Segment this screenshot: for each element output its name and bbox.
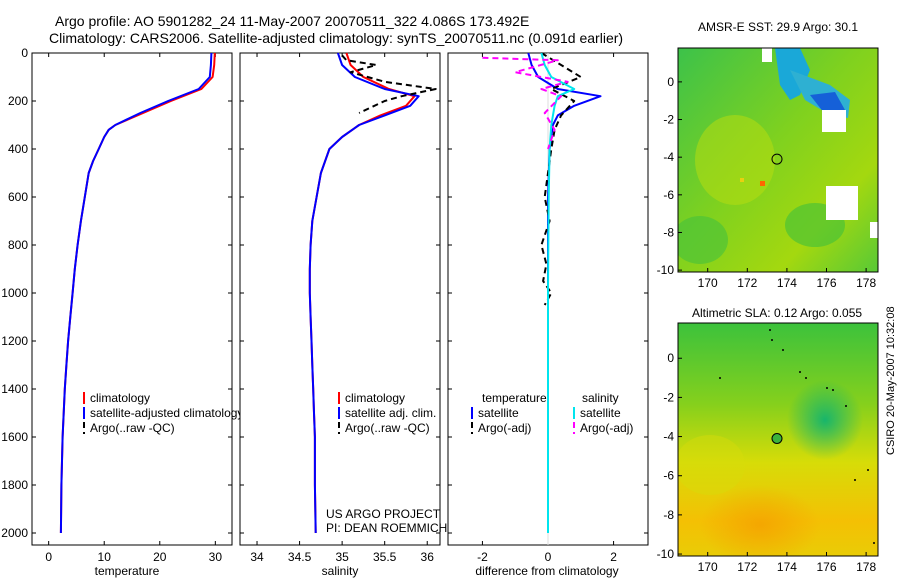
y-tick-label: 1000 <box>1 286 28 300</box>
pi-annotation: PI: DEAN ROEMMICH <box>326 521 447 535</box>
x-tick-label: 172 <box>737 276 757 290</box>
y-tick-label: -6 <box>663 469 674 483</box>
sst-map-title: AMSR-E SST: 29.9 Argo: 30.1 <box>698 20 858 34</box>
y-tick-label: -10 <box>657 263 675 277</box>
y-tick-label: -6 <box>663 188 674 202</box>
argo-float-marker <box>771 153 783 165</box>
temperature-axes-frame <box>31 52 233 546</box>
sst-field <box>678 48 878 272</box>
legend-label: Argo(..raw -QC) <box>345 421 430 435</box>
argo-float-marker <box>771 433 783 444</box>
legend-label: climatology <box>90 391 150 405</box>
sla-map-frame <box>677 322 879 557</box>
legend-group-title: temperature <box>482 391 547 405</box>
legend-label: satellite <box>580 406 621 420</box>
y-tick-label: 1800 <box>1 478 28 492</box>
x-tick-label: 0 <box>545 550 552 564</box>
y-tick-label: 1600 <box>1 430 28 444</box>
x-tick-label: 174 <box>777 276 797 290</box>
difference-profile-panel: difference from climatology temperatures… <box>447 52 649 578</box>
x-tick-label: 30 <box>209 550 223 564</box>
figure-title-line1: Argo profile: AO 5901282_24 11-May-2007 … <box>55 13 529 29</box>
legend-label: satellite adj. clim. <box>345 406 436 420</box>
project-annotation: US ARGO PROJECT <box>326 507 441 521</box>
y-tick-label: -2 <box>663 390 674 404</box>
sla-map-title: Altimetric SLA: 0.12 Argo: 0.055 <box>692 306 862 320</box>
x-tick-label: 174 <box>777 560 797 574</box>
x-tick-label: 178 <box>856 276 876 290</box>
legend-label: Argo(..raw -QC) <box>90 421 175 435</box>
sla-map-panel: Altimetric SLA: 0.12 Argo: 0.055 170 172 1… <box>657 306 879 574</box>
series-line-satellite-adjusted-climatology <box>59 52 213 534</box>
legend-label: climatology <box>345 391 405 405</box>
salinity-profile-panel: salinity US ARGO PROJECT PI: DEAN ROEMMI… <box>239 52 447 578</box>
salinity-axes-frame <box>239 52 441 546</box>
sst-map-panel: AMSR-E SST: 29.9 Argo: 30.1 170 172 174 176… <box>657 20 879 290</box>
x-tick-label: 178 <box>856 560 876 574</box>
y-tick-label: 0 <box>667 351 674 365</box>
x-tick-label: 172 <box>737 560 757 574</box>
temperature-profile-panel: temperature climatologysatellite-adjuste… <box>1 46 243 578</box>
y-tick-label: 200 <box>8 94 28 108</box>
y-tick-label: 600 <box>8 190 28 204</box>
x-tick-label: 34 <box>250 550 264 564</box>
x-tick-label: 35.5 <box>373 550 397 564</box>
series-line-satellite <box>540 52 576 533</box>
x-tick-label: 35 <box>335 550 349 564</box>
legend-label: Argo(-adj) <box>478 421 531 435</box>
x-tick-label: 170 <box>698 560 718 574</box>
x-tick-label: 10 <box>98 550 112 564</box>
y-tick-label: -4 <box>663 150 674 164</box>
difference-legend: temperaturesatelliteArgo(-adj)salinitysa… <box>471 391 633 435</box>
temperature-xlabel: temperature <box>95 564 160 578</box>
sla-field <box>678 323 878 556</box>
sst-map-frame <box>677 47 879 273</box>
figure-title-line2: Climatology: CARS2006. Satellite-adjuste… <box>49 30 623 46</box>
y-tick-label: 0 <box>667 75 674 89</box>
y-tick-label: -8 <box>663 225 674 239</box>
legend-label: satellite <box>478 406 519 420</box>
series-line-argo-adj- <box>482 56 569 150</box>
y-tick-label: 400 <box>8 142 28 156</box>
salinity-xlabel: salinity <box>322 564 359 578</box>
y-tick-label: -4 <box>663 430 674 444</box>
legend-label: satellite-adjusted climatology <box>90 406 243 420</box>
difference-xlabel: difference from climatology <box>475 564 618 578</box>
x-tick-label: 0 <box>45 550 52 564</box>
x-tick-label: 36 <box>421 550 435 564</box>
x-tick-label: 20 <box>153 550 167 564</box>
csiro-credit: CSIRO 20-May-2007 10:32:08 <box>885 306 897 455</box>
x-tick-label: 170 <box>698 276 718 290</box>
y-tick-label: 1400 <box>1 382 28 396</box>
x-tick-label: 176 <box>816 560 836 574</box>
x-tick-label: -2 <box>477 550 488 564</box>
y-tick-label: -8 <box>663 508 674 522</box>
y-tick-label: -10 <box>657 547 675 561</box>
series-line-argo-adj- <box>540 52 582 306</box>
x-tick-label: 176 <box>816 276 836 290</box>
x-tick-label: 2 <box>610 550 617 564</box>
series-line-satellite-adj-clim- <box>308 52 420 534</box>
y-tick-label: 0 <box>21 46 28 60</box>
y-tick-label: 800 <box>8 238 28 252</box>
y-tick-label: -2 <box>663 113 674 127</box>
legend-label: Argo(-adj) <box>580 421 633 435</box>
x-tick-label: 34.5 <box>288 550 312 564</box>
legend-group-title: salinity <box>582 391 619 405</box>
y-tick-label: 2000 <box>1 526 28 540</box>
y-tick-label: 1200 <box>1 334 28 348</box>
